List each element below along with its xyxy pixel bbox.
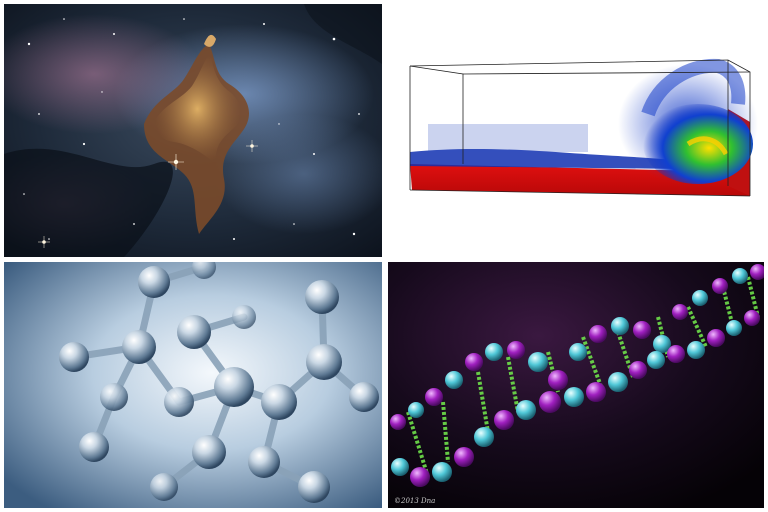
dna-helix-artwork [388,262,764,508]
molecule-artwork [4,262,382,508]
nebula-artwork [4,4,382,257]
nebula-image [4,4,382,257]
fluid-simulation-artwork [409,58,758,197]
molecule-image [4,262,382,508]
image-credit: ©2013 Dna [394,497,436,505]
fluid-simulation-image [388,4,764,257]
dna-helix-image: ©2013 Dna [388,262,764,508]
